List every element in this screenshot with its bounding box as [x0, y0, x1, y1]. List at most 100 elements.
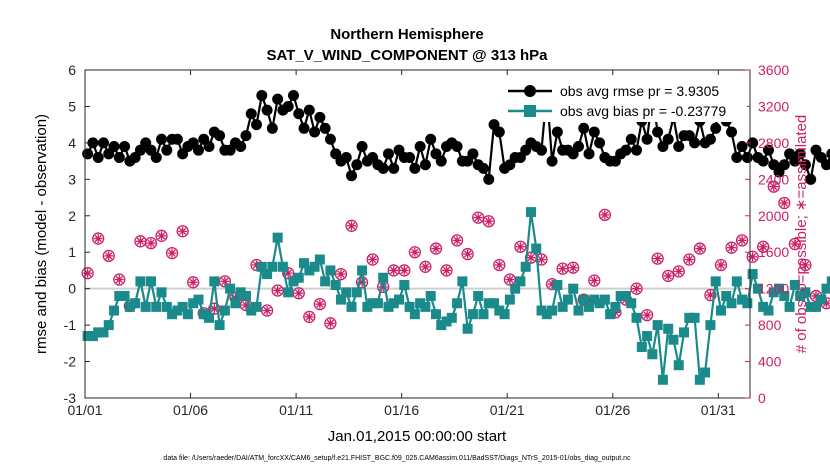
x-tick-label: 01/16	[384, 402, 419, 418]
rmse-point	[662, 133, 674, 145]
y-right-tick-label: 2000	[758, 208, 789, 224]
y-tick-label: 0	[68, 281, 76, 297]
bias-point	[679, 327, 690, 338]
bias-point	[409, 309, 420, 320]
legend: obs avg rmse pr = 3.9305 obs avg bias pr…	[502, 76, 747, 122]
obs-possible-marker	[472, 211, 485, 224]
obs-assimilated-marker	[368, 255, 378, 265]
obs-possible-marker	[672, 265, 685, 278]
obs-assimilated-marker	[515, 242, 525, 252]
obs-possible-marker	[155, 229, 168, 242]
bias-point	[568, 283, 579, 294]
bias-point	[489, 298, 500, 309]
rmse-point	[551, 126, 563, 138]
rmse-point	[382, 148, 394, 160]
obs-possible-marker	[92, 232, 105, 245]
obs-assimilated-marker	[262, 306, 272, 316]
bias-point	[795, 290, 806, 301]
rmse-point	[92, 151, 104, 163]
x-tick-label: 01/11	[279, 402, 313, 418]
bias-point	[452, 298, 463, 309]
rmse-point	[778, 159, 790, 171]
obs-possible-marker	[208, 302, 221, 315]
rmse-point	[404, 151, 416, 163]
rmse-point	[588, 126, 600, 138]
obs-possible-marker	[693, 242, 707, 255]
bias-point	[346, 301, 357, 312]
bias-point	[726, 298, 737, 309]
legend-bias-marker	[524, 105, 536, 117]
bias-point	[657, 374, 668, 385]
obs-possible-marker	[640, 308, 654, 322]
y-right-tick-label: 400	[758, 354, 782, 370]
rmse-point	[794, 148, 806, 160]
obs-possible-marker	[746, 250, 759, 263]
bias-point	[161, 301, 172, 312]
plot-frame	[84, 69, 751, 399]
obs-possible-marker	[176, 225, 189, 238]
y-tick-label: 5	[68, 98, 76, 114]
bias-point	[531, 243, 542, 254]
bias-point	[473, 290, 484, 301]
rmse-point	[631, 144, 643, 156]
obs-assimilated-marker	[420, 262, 430, 272]
rmse-point	[414, 141, 426, 153]
bias-point	[114, 290, 125, 301]
bias-point	[309, 261, 320, 272]
bias-point	[246, 305, 257, 316]
rmse-point	[319, 122, 331, 134]
legend-bias-label: obs avg bias pr = -0.23779	[560, 103, 726, 119]
bias-point	[262, 269, 273, 280]
bias-point	[425, 290, 436, 301]
bias-point	[457, 276, 468, 287]
bias-point	[758, 301, 769, 312]
obs-assimilated-marker	[452, 235, 462, 245]
rmse-point	[324, 133, 336, 145]
rmse-point	[203, 141, 215, 153]
rmse-point	[356, 141, 368, 153]
obs-possible-marker	[113, 273, 126, 286]
bias-point	[140, 301, 151, 312]
obs-assimilated-marker	[252, 260, 262, 270]
bias-point	[816, 294, 827, 305]
bias-point	[399, 280, 410, 291]
bias-point	[467, 309, 478, 320]
obs-assimilated-marker	[399, 265, 409, 275]
y-right-tick-label: 800	[758, 317, 782, 333]
rmse-point	[314, 111, 326, 123]
rmse-point	[119, 141, 131, 153]
rmse-point	[483, 173, 495, 185]
obs-possible-marker	[334, 267, 348, 281]
y-tick-label: -2	[64, 354, 77, 370]
rmse-point	[493, 126, 505, 138]
bias-point	[225, 283, 236, 294]
rmse-point	[261, 104, 273, 116]
bias-point	[810, 301, 821, 312]
bias-point	[499, 309, 510, 320]
bias-point	[446, 312, 457, 323]
bias-point	[124, 301, 135, 312]
obs-possible-marker	[683, 253, 696, 266]
bias-point	[610, 301, 621, 312]
obs-assimilated-marker	[505, 275, 515, 285]
bias-point	[737, 294, 748, 305]
obs-assimilated-marker	[526, 253, 536, 263]
obs-assimilated-marker	[220, 276, 230, 286]
obs-assimilated-marker	[410, 247, 420, 257]
obs-possible-marker	[165, 246, 179, 260]
bias-point	[504, 294, 515, 305]
rmse-point	[192, 144, 204, 156]
rmse-point	[594, 137, 606, 149]
obs-assimilated-marker	[315, 299, 325, 309]
y-right-tick-label: 2800	[758, 135, 789, 151]
bias-point	[177, 301, 188, 312]
rmse-point	[82, 148, 94, 160]
bias-point	[156, 287, 167, 298]
bias-point	[240, 290, 251, 301]
bias-point	[267, 261, 278, 272]
obs-assimilated-marker	[347, 221, 357, 231]
y-axis-right-ticks: 0 400 800 1200 1600 2000 2400 2800 3200 3600	[745, 62, 789, 406]
bias-point	[256, 261, 267, 272]
rmse-point	[821, 159, 830, 171]
bias-point	[620, 290, 631, 301]
